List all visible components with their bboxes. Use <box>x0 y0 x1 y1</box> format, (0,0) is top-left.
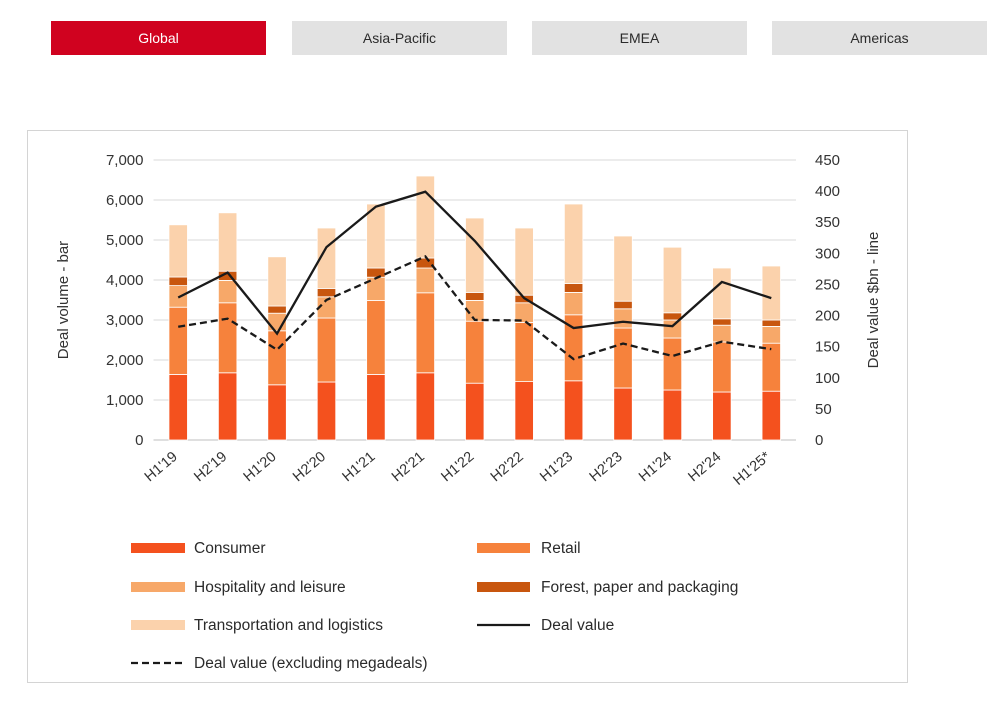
svg-text:Retail: Retail <box>541 540 581 557</box>
svg-text:Forest, paper and packaging: Forest, paper and packaging <box>541 579 738 596</box>
svg-text:Hospitality and leisure: Hospitality and leisure <box>194 579 346 596</box>
svg-text:Transportation and logistics: Transportation and logistics <box>194 617 383 634</box>
svg-text:Deal value: Deal value <box>541 617 614 634</box>
svg-text:Deal value (excluding megadeal: Deal value (excluding megadeals) <box>194 655 428 672</box>
svg-text:Consumer: Consumer <box>194 540 266 557</box>
